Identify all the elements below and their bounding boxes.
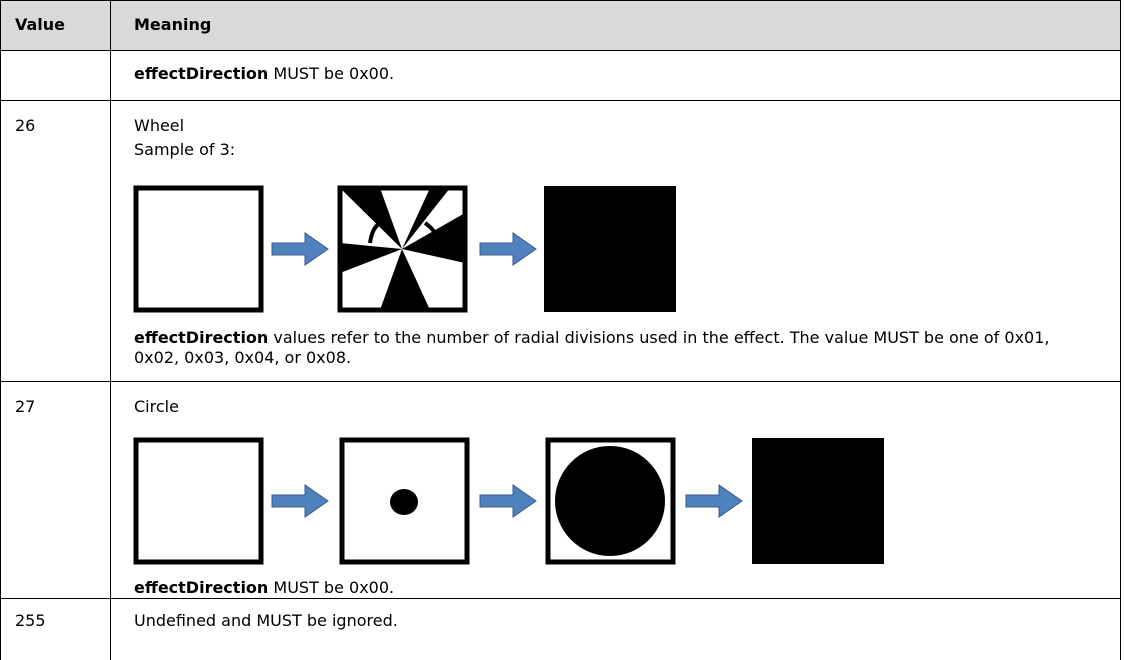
text: MUST be 0x00.	[268, 64, 395, 83]
rule	[110, 0, 111, 660]
paragraph: Circle	[134, 397, 179, 416]
value-cell: 26	[15, 116, 36, 135]
text: values refer to the number of radial div…	[134, 328, 1050, 367]
paragraph: effectDirection MUST be 0x00.	[134, 64, 394, 84]
circle-sample	[133, 437, 884, 565]
rule	[0, 100, 1121, 101]
paragraph: Undefined and MUST be ignored.	[134, 611, 398, 630]
value-cell: 27	[15, 397, 36, 416]
paragraph: effectDirection MUST be 0x00.	[134, 578, 394, 598]
text: MUST be 0x00.	[268, 578, 395, 597]
term: effectDirection	[134, 328, 269, 347]
term: effectDirection	[134, 578, 269, 597]
wheel-sample	[133, 185, 676, 313]
rule	[0, 598, 1121, 599]
rule	[0, 50, 1121, 51]
paragraph: Sample of 3:	[134, 140, 236, 159]
rule	[0, 381, 1121, 382]
header-bg	[0, 0, 1121, 50]
value-cell: 255	[15, 611, 46, 630]
rule	[1120, 0, 1121, 660]
term: effectDirection	[134, 64, 269, 83]
header-cell: Value	[15, 15, 66, 34]
rule	[0, 0, 1, 660]
paragraph: Wheel	[134, 116, 185, 135]
rule	[0, 0, 1121, 1]
header-cell: Meaning	[134, 15, 212, 34]
paragraph: effectDirection values refer to the numb…	[134, 328, 1064, 368]
